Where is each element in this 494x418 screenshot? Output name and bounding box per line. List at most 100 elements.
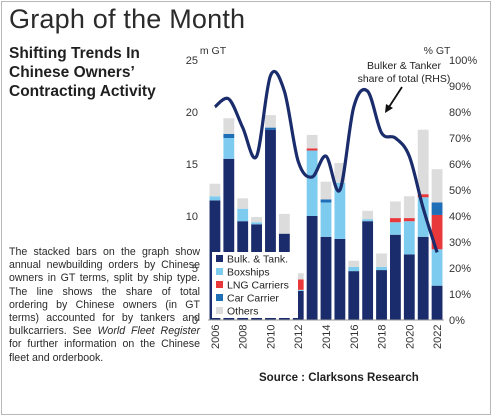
y-tick-0: 0 bbox=[192, 315, 198, 327]
bar-segment-2019-4 bbox=[390, 201, 401, 219]
bar-segment-2016-0 bbox=[348, 271, 360, 320]
y2-tick-30: 30% bbox=[449, 237, 471, 249]
bar-segment-2017-4 bbox=[362, 210, 374, 220]
bar-segment-2021-4 bbox=[417, 129, 429, 195]
bar-segment-2015-1 bbox=[334, 182, 346, 239]
y2-tick-20: 20% bbox=[449, 263, 471, 275]
bar-segment-2015-4 bbox=[334, 162, 346, 183]
bar-segment-2018-1 bbox=[376, 266, 387, 271]
x-tick-2010: 2010 bbox=[266, 325, 278, 349]
x-tick-2008: 2008 bbox=[238, 325, 250, 349]
bar-segment-2006-1 bbox=[209, 196, 221, 201]
bar-segment-2020-0 bbox=[403, 254, 415, 320]
legend-box bbox=[212, 252, 298, 318]
left-axis-unit: m GT bbox=[200, 45, 227, 57]
description-tail: for further information on the Chinese f… bbox=[9, 338, 200, 364]
legend-label-1: Boxships bbox=[227, 267, 270, 279]
bar-segment-2014-3 bbox=[320, 199, 332, 203]
bar-segment-2017-0 bbox=[362, 221, 374, 320]
bar-segment-2019-2 bbox=[390, 218, 401, 223]
x-tick-2016: 2016 bbox=[349, 325, 361, 349]
bar-segment-2014-0 bbox=[320, 236, 332, 320]
bar-segment-2022-1 bbox=[431, 249, 443, 286]
bar-segment-2010-3 bbox=[265, 127, 276, 130]
bar-segment-2017-1 bbox=[362, 219, 374, 222]
legend-swatch-3 bbox=[216, 294, 223, 301]
axis-group: 0 5 10 15 20 25 0% 10% 20% 30% 40% 50% 60% 70% 80% 90% 1… bbox=[186, 55, 478, 349]
page-title: Graph of the Month bbox=[9, 4, 246, 34]
x-tick-2006: 2006 bbox=[210, 325, 222, 349]
bar-segment-2021-0 bbox=[417, 236, 429, 320]
bar-segment-2020-2 bbox=[403, 218, 415, 222]
bar-segment-2021-2 bbox=[417, 194, 429, 198]
y2-tick-80: 80% bbox=[449, 107, 471, 119]
bar-segment-2007-0 bbox=[223, 158, 235, 320]
legend-swatch-4 bbox=[216, 307, 223, 314]
y2-tick-10: 10% bbox=[449, 289, 471, 301]
legend-swatch-2 bbox=[216, 281, 223, 288]
share-line-group bbox=[213, 69, 439, 253]
bar-segment-2007-4 bbox=[223, 118, 235, 134]
bar-segment-2022-3 bbox=[431, 202, 443, 215]
annotation-arrow bbox=[388, 86, 403, 108]
bar-segment-2007-1 bbox=[223, 138, 235, 159]
bar-segment-2007-3 bbox=[223, 133, 235, 138]
y-tick-20: 20 bbox=[186, 107, 198, 119]
right-axis-unit: % GT bbox=[424, 45, 451, 57]
bar-segment-2022-0 bbox=[431, 285, 443, 320]
bar-segment-2012-1 bbox=[292, 289, 304, 291]
bar-segment-2020-1 bbox=[403, 221, 415, 255]
bar-segment-2010-4 bbox=[265, 115, 276, 128]
y2-tick-100: 100% bbox=[449, 55, 477, 67]
x-tick-2012: 2012 bbox=[293, 325, 305, 349]
description-text: The stacked bars on the graph show annua… bbox=[9, 246, 200, 365]
share-line bbox=[213, 69, 439, 253]
bar-segment-2022-4 bbox=[431, 169, 443, 203]
source-note: Source : Clarksons Research bbox=[259, 372, 419, 384]
y-tick-5: 5 bbox=[192, 263, 198, 275]
y2-tick-60: 60% bbox=[449, 159, 471, 171]
bar-segment-2012-0 bbox=[292, 290, 304, 320]
y2-tick-90: 90% bbox=[449, 81, 471, 93]
bar-segment-2009-1 bbox=[251, 222, 262, 225]
bar-segment-2015-0 bbox=[334, 238, 346, 320]
y-tick-25: 25 bbox=[186, 55, 198, 67]
annotation-line-1: Bulker & Tanker bbox=[367, 60, 441, 72]
description-body: The stacked bars on the graph show annua… bbox=[9, 246, 200, 338]
annotation-group: Bulker & Tanker share of total (RHS) bbox=[358, 60, 451, 113]
bar-segment-2006-4 bbox=[209, 183, 221, 197]
bar-segment-2021-1 bbox=[417, 197, 429, 237]
bar-segment-2012-4 bbox=[292, 273, 304, 280]
x-tick-2018: 2018 bbox=[377, 325, 389, 349]
description-reference: World Fleet Register bbox=[97, 325, 200, 338]
y2-tick-0: 0% bbox=[449, 315, 465, 327]
bar-segment-2011-4 bbox=[278, 213, 290, 234]
bar-segment-2020-4 bbox=[403, 196, 415, 219]
bar-segment-2018-4 bbox=[376, 253, 387, 267]
bar-segment-2019-0 bbox=[390, 234, 401, 320]
annotation-arrowhead bbox=[385, 104, 393, 113]
bar-segment-2014-4 bbox=[320, 181, 332, 200]
annotation-line-2: share of total (RHS) bbox=[358, 73, 451, 85]
x-tick-2014: 2014 bbox=[321, 325, 333, 349]
bar-segment-2022-2 bbox=[431, 214, 443, 250]
y2-tick-70: 70% bbox=[449, 133, 471, 145]
bar-segment-2013-4 bbox=[306, 134, 318, 149]
bar-segment-2008-1 bbox=[237, 208, 249, 222]
y2-tick-40: 40% bbox=[449, 211, 471, 223]
bar-segment-2008-4 bbox=[237, 198, 249, 209]
bar-segment-2009-4 bbox=[251, 217, 262, 223]
bar-segment-2014-1 bbox=[320, 202, 332, 237]
x-tick-2022: 2022 bbox=[432, 325, 444, 349]
y-tick-15: 15 bbox=[186, 159, 198, 171]
legend-label-4: Others bbox=[227, 306, 259, 318]
legend-swatch-0 bbox=[216, 255, 223, 262]
bar-segment-2012-2 bbox=[292, 279, 304, 290]
bar-segment-2016-4 bbox=[348, 260, 360, 267]
bar-segment-2018-0 bbox=[376, 270, 387, 320]
bar-segment-2013-2 bbox=[306, 148, 318, 151]
chart-subtitle: Shifting Trends In Chinese Owners’ Contr… bbox=[9, 45, 156, 100]
